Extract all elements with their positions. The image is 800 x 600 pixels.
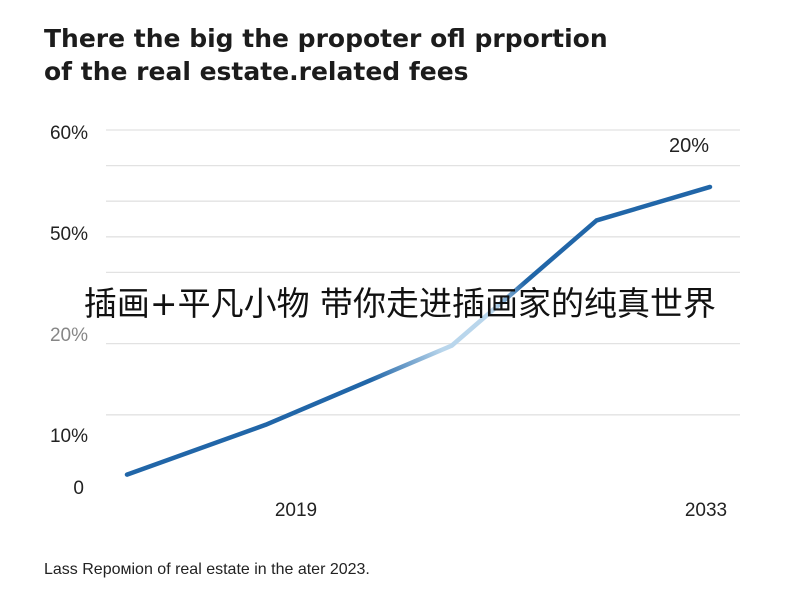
x-tick-label-2033: 2033 <box>685 500 727 521</box>
y-tick-label-0: 0 <box>73 478 84 499</box>
y-tick-label-10: 10% <box>50 426 88 447</box>
series-line <box>124 184 713 477</box>
gridlines <box>106 129 740 416</box>
data-series <box>124 184 713 477</box>
y-axis-tick-labels: 0 10% 20% 50% 60% <box>50 123 88 499</box>
watermark-overlay-text: 插画+平凡小物 带你走进插画家的纯真世界 <box>83 284 717 323</box>
title-line-1: There the big the propoter ofl prportion <box>44 24 608 53</box>
chart-title: There the big the propoter ofl prportion… <box>44 22 784 88</box>
chart-caption: Lass Repoмion of real estate in the ater… <box>44 561 370 578</box>
x-axis-tick-labels: 2019 2033 <box>275 500 727 521</box>
y-tick-label-50: 50% <box>50 224 88 245</box>
title-line-2: of the real estate.related fees <box>44 57 469 86</box>
x-tick-label-2019: 2019 <box>275 500 317 521</box>
y-tick-label-20: 20% <box>50 325 88 346</box>
y-tick-label-60: 60% <box>50 123 88 144</box>
end-value-annotation: 20% <box>669 135 709 157</box>
